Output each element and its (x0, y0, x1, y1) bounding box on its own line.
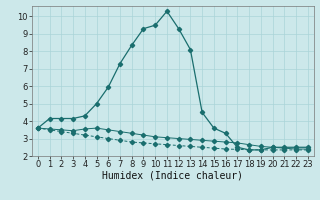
X-axis label: Humidex (Indice chaleur): Humidex (Indice chaleur) (102, 171, 243, 181)
